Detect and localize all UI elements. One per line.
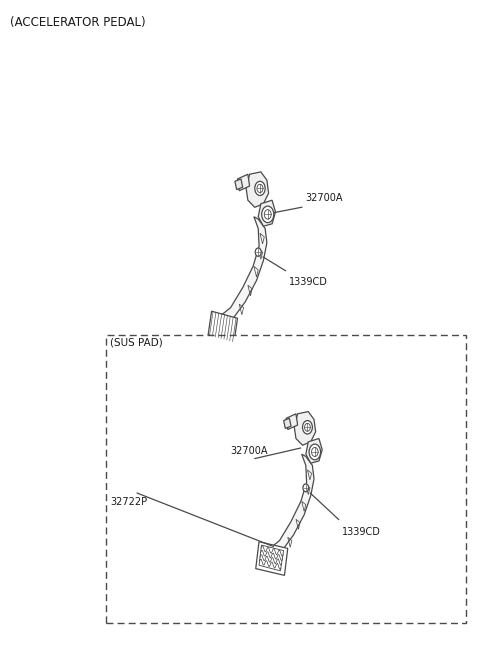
Polygon shape: [235, 179, 243, 190]
Circle shape: [255, 248, 261, 256]
Circle shape: [302, 420, 312, 434]
Text: 32722P: 32722P: [110, 497, 147, 507]
Polygon shape: [266, 454, 314, 560]
Circle shape: [262, 206, 274, 222]
Polygon shape: [238, 174, 250, 191]
Polygon shape: [256, 542, 288, 575]
Polygon shape: [284, 419, 291, 428]
Circle shape: [303, 484, 309, 492]
Polygon shape: [259, 545, 284, 571]
Polygon shape: [246, 172, 269, 207]
Circle shape: [255, 181, 265, 195]
Text: (ACCELERATOR PEDAL): (ACCELERATOR PEDAL): [10, 16, 145, 30]
Text: 1339CD: 1339CD: [289, 277, 328, 287]
Polygon shape: [217, 216, 267, 328]
Polygon shape: [306, 438, 322, 463]
Text: 32700A: 32700A: [230, 446, 268, 456]
Circle shape: [309, 444, 321, 460]
Polygon shape: [208, 311, 238, 342]
Text: 1339CD: 1339CD: [342, 527, 381, 537]
Text: (SUS PAD): (SUS PAD): [110, 338, 163, 348]
Polygon shape: [294, 411, 316, 445]
Bar: [106, 335, 466, 623]
Polygon shape: [258, 200, 276, 226]
Polygon shape: [286, 414, 298, 430]
Text: 32700A: 32700A: [306, 194, 343, 203]
